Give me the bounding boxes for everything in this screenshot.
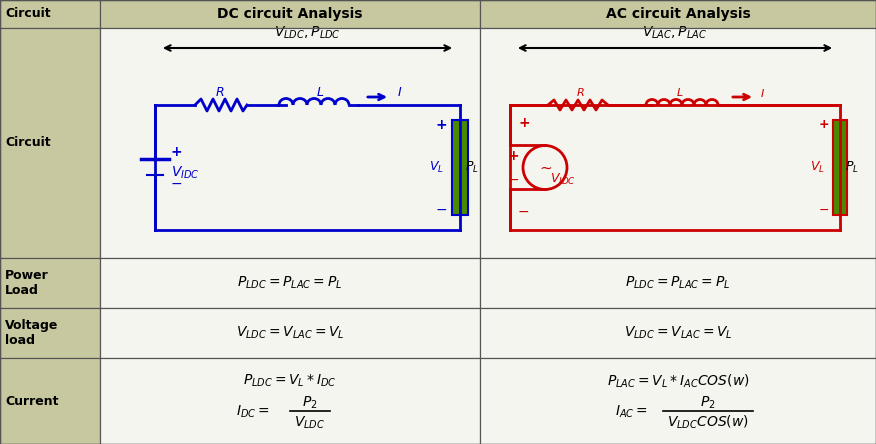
Bar [480,358,876,444]
Bar [0,358,100,444]
Text: $V_L$: $V_L$ [810,160,825,175]
Bar [480,28,876,258]
Text: +: + [171,144,182,159]
Text: +: + [435,118,447,132]
Text: $I$: $I$ [760,87,765,99]
Text: $P_L$: $P_L$ [465,160,479,175]
Text: $R$: $R$ [215,86,225,99]
Text: $L$: $L$ [676,86,684,98]
Bar [0,308,100,358]
Text: $I_{DC} = $: $I_{DC} = $ [237,403,270,420]
Text: $V_{IDC}$: $V_{IDC}$ [171,164,200,181]
Bar [480,308,876,358]
Text: $P_L$: $P_L$ [845,160,858,175]
Text: Circuit: Circuit [5,136,51,150]
Text: Voltage
load: Voltage load [5,319,59,347]
Text: $P_{LDC} = V_L * I_{DC}$: $P_{LDC} = V_L * I_{DC}$ [244,373,336,389]
Text: $V_{IDC}$: $V_{IDC}$ [550,172,576,187]
Bar [480,258,876,308]
Text: $V_{LDC} = V_{LAC} = V_L$: $V_{LDC} = V_{LAC} = V_L$ [624,325,732,341]
Text: $P_{LDC} = P_{LAC} = P_L$: $P_{LDC} = P_{LAC} = P_L$ [237,275,343,291]
Text: −: − [171,177,182,190]
Text: −: − [518,205,530,219]
Text: $V_L$: $V_L$ [429,160,444,175]
Text: $V_{LDC} = V_{LAC} = V_L$: $V_{LDC} = V_{LAC} = V_L$ [236,325,344,341]
Text: $L$: $L$ [316,86,324,99]
Bar [0,28,100,258]
Text: $P_{LDC} = P_{LAC} = P_L$: $P_{LDC} = P_{LAC} = P_L$ [625,275,731,291]
Text: $V_{LDC},P_{LDC}$: $V_{LDC},P_{LDC}$ [274,24,341,41]
Bar [0,0,100,28]
Bar [100,308,480,358]
Text: −: − [507,173,519,186]
Text: +: + [507,148,519,163]
Text: Circuit: Circuit [5,8,51,20]
Text: $P_{LAC} = V_L * I_{AC}COS(w)$: $P_{LAC} = V_L * I_{AC}COS(w)$ [607,373,749,390]
Text: $V_{LDC}COS(w)$: $V_{LDC}COS(w)$ [667,414,749,431]
Bar [100,258,480,308]
Text: $P_2$: $P_2$ [302,395,318,411]
Text: Power
Load: Power Load [5,269,49,297]
Text: $P_2$: $P_2$ [700,395,716,411]
Text: $I_{AC} = $: $I_{AC} = $ [615,403,648,420]
Bar [452,120,468,215]
Text: $V_{LAC},P_{LAC}$: $V_{LAC},P_{LAC}$ [642,24,708,41]
Text: $\sim$: $\sim$ [537,160,553,175]
Bar [100,28,480,258]
Text: DC circuit Analysis: DC circuit Analysis [217,7,363,21]
Bar [0,258,100,308]
Text: Current: Current [5,395,59,408]
Text: −: − [818,203,829,217]
Text: +: + [518,116,530,130]
Bar [100,0,480,28]
Bar [833,120,847,215]
Text: −: − [435,203,447,217]
Text: AC circuit Analysis: AC circuit Analysis [605,7,751,21]
Text: $I$: $I$ [397,87,402,99]
Text: $V_{LDC}$: $V_{LDC}$ [294,414,326,431]
Bar [480,0,876,28]
Bar [100,358,480,444]
Text: +: + [818,119,829,131]
Text: $R$: $R$ [576,86,584,98]
